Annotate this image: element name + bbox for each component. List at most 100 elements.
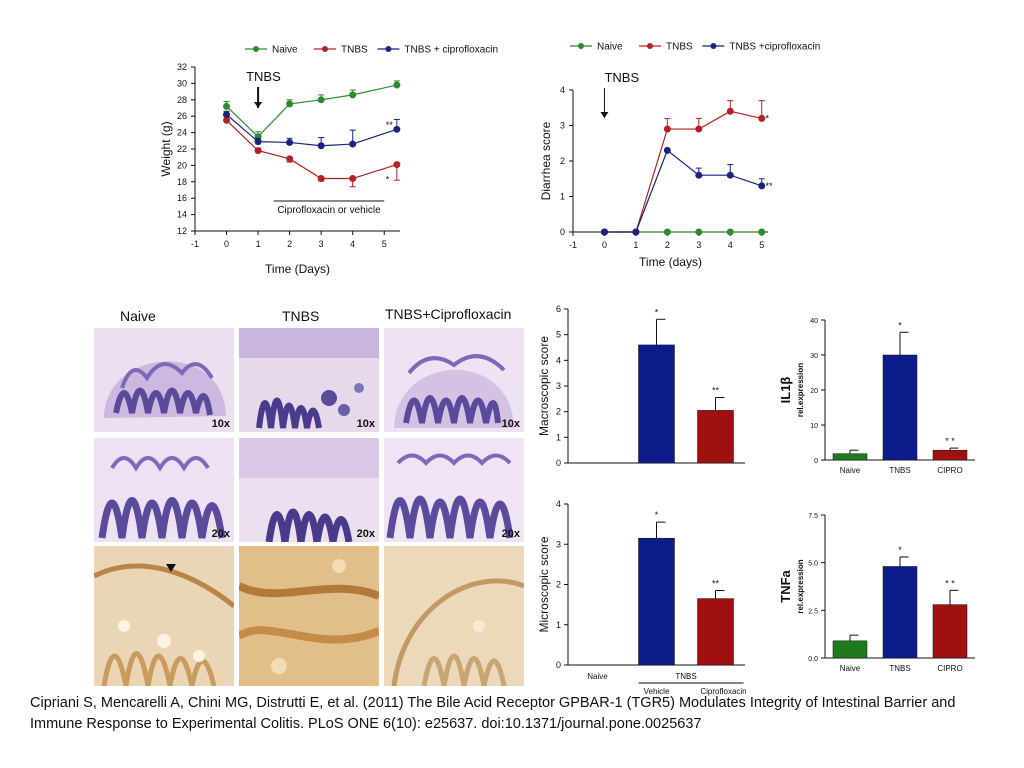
y-tick-label: 20 [810,388,818,395]
bar-naive [832,453,868,461]
y-tick-label: 22 [177,144,187,154]
significance-star: ** [765,181,773,191]
magnification-label: 20x [211,528,230,540]
micrograph-tnbs-10x: 10x [239,328,379,432]
significance-star: * * [945,436,955,446]
significance-star: ** [712,579,720,589]
data-point [254,147,262,155]
y-tick-label: 26 [177,111,187,121]
significance-star: * [386,174,390,184]
y-axis-label: Weight (g) [159,121,173,176]
histology-label-cipro: TNBS+Ciprofloxacin [385,306,512,322]
y-tick-label: 2 [556,580,561,590]
micrograph-cipro-20x: 20x [384,438,524,542]
series-line-2 [226,114,398,147]
x-tick-label: 3 [319,239,324,249]
data-point [695,125,703,133]
category-label: TNBS [889,664,910,673]
data-point [393,81,401,89]
data-point [286,100,294,108]
legend-label: Naive [597,42,623,53]
legend-label: TNBS [666,42,693,53]
data-point [286,138,294,146]
histology-panel: Naive TNBS TNBS+Ciprofloxacin 10x 10x 10… [92,300,532,690]
y-tick-label: 4 [556,355,561,365]
data-point [726,171,734,179]
arrow-head [600,112,609,118]
y-axis-label: TNFa [778,569,793,602]
x-tick-label: 3 [696,240,701,250]
significance-star: * [655,510,659,520]
category-label: Ciprofloxacin [700,687,746,696]
y-tick-label: 2 [560,156,565,166]
data-point [758,114,766,122]
bar-vehicle [638,537,675,666]
significance-star: * [765,113,769,123]
micrograph-tnbs-20x: 20x [239,438,379,542]
magnification-label: 10x [501,418,520,430]
data-point [317,142,325,150]
series-line-2 [604,149,762,233]
y-tick-label: 0 [560,227,565,237]
figure-caption: Cipriani S, Mencarelli A, Chini MG, Dist… [30,695,956,732]
legend-label: TNBS + ciprofloxacin [404,45,498,56]
data-point [663,125,671,133]
micrograph-naive-10x: 10x [94,328,234,432]
y-tick-label: 3 [556,381,561,391]
data-point [254,138,262,146]
significance-star: * [655,307,659,317]
data-point [393,125,401,133]
y-axis-sublabel: rel.expression [796,363,805,417]
legend-marker [578,43,584,49]
x-axis-label: Time (days) [639,255,702,269]
y-tick-label: 5.0 [808,561,818,568]
y-tick-label: 4 [560,85,565,95]
data-point [393,161,401,169]
y-tick-label: 16 [177,193,187,203]
category-label: CIPRO [937,664,962,673]
y-tick-label: 14 [177,210,187,220]
data-point [349,175,357,183]
data-point [663,146,671,154]
bar-tnbs [638,344,675,464]
y-axis-sublabel: rel.expression [796,559,805,613]
y-tick-label: 0 [556,458,561,468]
data-point [758,228,766,236]
y-tick-label: 3 [556,539,561,549]
category-label: Naive [587,672,608,681]
y-tick-label: 1 [556,432,561,442]
data-point [600,228,608,236]
data-point [695,171,703,179]
bar-tnbs [882,354,918,461]
legend-marker [385,46,392,52]
x-tick-label: 1 [256,239,261,249]
category-label: CIPRO [937,466,962,475]
x-tick-label: -1 [569,240,577,250]
y-tick-label: 3 [560,121,565,131]
series-line-1 [226,119,398,180]
series-line-0 [226,84,397,138]
legend-label: Naive [272,45,298,56]
y-tick-label: 1 [560,192,565,202]
significance-star: ** [386,120,394,130]
y-tick-label: 0 [556,660,561,670]
data-point [286,155,294,163]
significance-star: * [898,320,902,330]
y-tick-label: 30 [177,78,187,88]
y-tick-label: 7.5 [808,513,818,520]
data-point [317,175,325,183]
y-tick-label: 32 [177,62,187,72]
bar-naive [832,640,868,659]
magnification-label: 20x [501,528,520,540]
arrow-head [254,102,263,108]
histology-label-tnbs: TNBS [282,308,320,324]
data-point [632,228,640,236]
y-tick-label: 4 [556,499,561,509]
tnfa-expression-chart: 0.0 2.5 5.0 7.5 Naive * TNBS * * CIPRO TNFa rel.ex… [778,513,975,673]
data-point [349,91,357,99]
data-point [223,102,231,110]
y-tick-label: 18 [177,177,187,187]
x-tick-label: 0 [224,239,229,249]
